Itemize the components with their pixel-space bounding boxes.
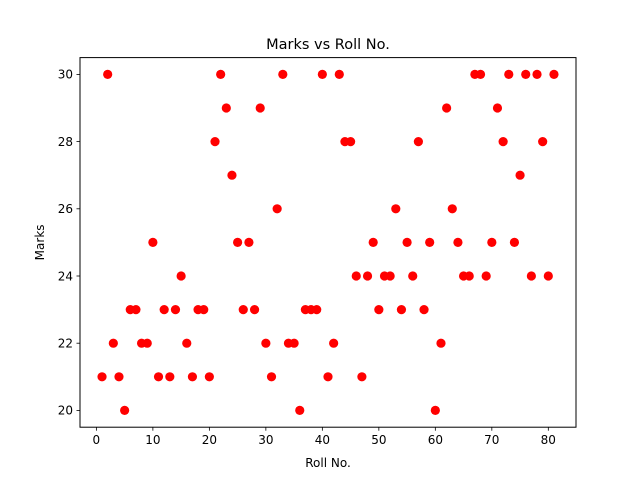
data-point	[374, 305, 384, 315]
data-point	[464, 271, 474, 281]
data-point	[419, 305, 429, 315]
data-point	[187, 372, 198, 382]
data-point	[408, 271, 418, 281]
data-point	[402, 237, 412, 247]
data-point	[165, 372, 175, 382]
x-tick-label: 0	[93, 433, 101, 447]
data-point	[481, 271, 491, 281]
y-tick-label: 30	[58, 68, 73, 82]
data-point	[521, 69, 531, 79]
data-point	[323, 372, 333, 382]
data-point	[108, 338, 118, 348]
data-point	[216, 69, 226, 79]
data-point	[430, 405, 440, 415]
data-point	[509, 237, 520, 247]
data-point	[238, 305, 248, 315]
data-point	[255, 103, 265, 113]
x-axis-ticks: 0 10 20 30 40 50 60 70 80	[93, 427, 556, 447]
data-point	[526, 271, 536, 281]
x-tick-label: 20	[202, 433, 217, 447]
data-point	[436, 338, 446, 348]
data-point	[131, 305, 141, 315]
chart-title: Marks vs Roll No.	[266, 37, 390, 53]
data-point	[334, 69, 344, 79]
data-point	[204, 372, 214, 382]
data-point	[351, 271, 361, 281]
data-point	[317, 69, 327, 79]
data-point	[272, 204, 282, 214]
data-point	[492, 103, 503, 113]
data-point	[442, 103, 452, 113]
plot-area-frame	[79, 57, 577, 428]
data-point	[120, 405, 130, 415]
data-point	[453, 237, 463, 247]
y-tick-label: 22	[58, 337, 73, 351]
data-point	[289, 338, 299, 348]
data-point	[425, 237, 435, 247]
y-tick-label: 20	[58, 404, 73, 418]
data-point	[312, 305, 322, 315]
data-point	[261, 338, 271, 348]
x-tick-label: 30	[258, 433, 273, 447]
data-point	[199, 305, 209, 315]
data-point	[357, 372, 367, 382]
data-point	[148, 237, 158, 247]
data-point	[329, 338, 339, 348]
data-point	[385, 271, 395, 281]
data-point	[475, 69, 486, 79]
data-point	[543, 271, 553, 281]
data-point	[487, 237, 497, 247]
data-point	[549, 69, 559, 79]
data-point	[413, 137, 423, 147]
data-point	[295, 405, 305, 415]
data-point	[103, 69, 113, 79]
data-point	[391, 204, 401, 214]
data-point	[447, 204, 457, 214]
data-point	[244, 237, 254, 247]
data-point	[266, 372, 277, 382]
data-point	[182, 338, 192, 348]
x-tick-label: 70	[484, 433, 499, 447]
data-point	[532, 69, 542, 79]
data-point	[170, 305, 181, 315]
y-axis-ticks: 20 22 24 26 28 30	[58, 68, 80, 418]
x-tick-label: 60	[428, 433, 443, 447]
data-point	[396, 305, 407, 315]
y-tick-label: 26	[58, 202, 73, 216]
data-points	[97, 69, 559, 415]
data-point	[210, 137, 220, 147]
y-axis-title: Marks	[33, 224, 47, 260]
y-tick-label: 28	[58, 135, 73, 149]
x-tick-label: 80	[541, 433, 556, 447]
data-point	[368, 237, 378, 247]
data-point	[504, 69, 514, 79]
y-tick-label: 24	[58, 269, 73, 283]
data-point	[142, 338, 152, 348]
data-point	[233, 237, 243, 247]
x-axis-title: Roll No.	[305, 456, 351, 470]
x-tick-label: 40	[315, 433, 330, 447]
data-point	[345, 137, 356, 147]
data-point	[227, 170, 237, 180]
data-point	[249, 305, 260, 315]
data-point	[159, 305, 169, 315]
data-point	[97, 372, 107, 382]
x-tick-label: 50	[371, 433, 386, 447]
data-point	[221, 103, 231, 113]
data-point	[278, 69, 288, 79]
data-point	[153, 372, 164, 382]
data-point	[538, 137, 548, 147]
data-point	[362, 271, 373, 281]
data-point	[498, 137, 508, 147]
data-point	[515, 170, 525, 180]
data-point	[114, 372, 124, 382]
x-tick-label: 10	[145, 433, 160, 447]
data-point	[176, 271, 186, 281]
